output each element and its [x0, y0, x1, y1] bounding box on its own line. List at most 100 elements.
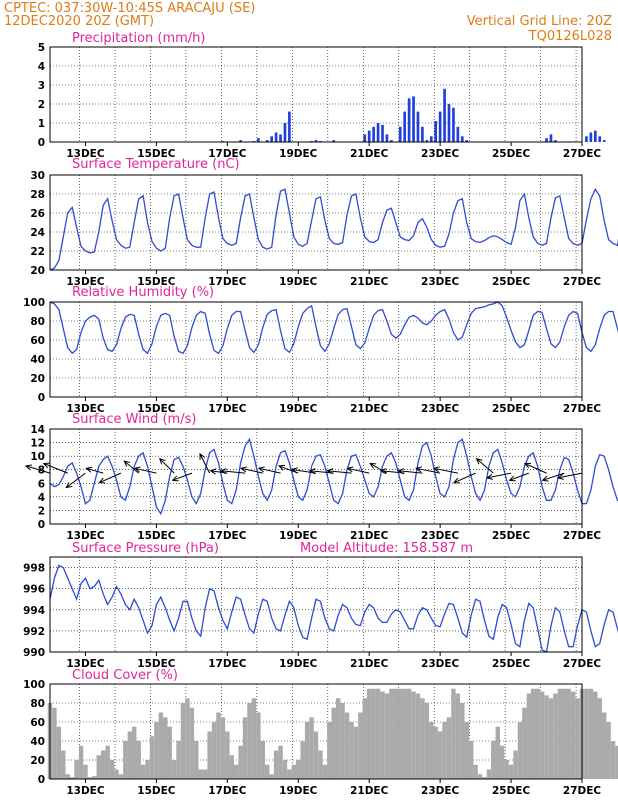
- cloud-bar: [380, 691, 385, 779]
- wind-arrow: [257, 466, 281, 474]
- y-tick-label: 0: [38, 392, 45, 404]
- wind-arrow: [171, 472, 193, 482]
- cloud-bar: [318, 750, 323, 779]
- cloud-bar: [313, 731, 319, 779]
- pressure-subtitle: Model Altitude: 158.587 m: [300, 541, 473, 556]
- cloud-bar: [100, 750, 106, 779]
- precip-bar: [314, 140, 318, 142]
- x-tick-label: 13DEC: [66, 530, 105, 542]
- panel-frame: [49, 46, 583, 143]
- wind-arrow: [397, 468, 423, 475]
- rh-title: Relative Humidity (%): [72, 285, 214, 300]
- precip-bar: [270, 136, 273, 142]
- x-tick-label: 19DEC: [279, 785, 318, 797]
- x-tick-label: 23DEC: [421, 276, 460, 288]
- cloud-bar: [601, 712, 607, 779]
- panel-rh: 0 20 40 60 80 100 13DEC 15DEC 17DEC 19DEC 21DEC 23D…: [23, 285, 618, 415]
- cloud-bar: [349, 722, 354, 779]
- cloud-bar: [233, 764, 239, 779]
- cloud-bar: [273, 750, 279, 779]
- y-tick-label: 4: [38, 492, 45, 504]
- precip-bar: [456, 126, 460, 142]
- precip-bar: [367, 130, 371, 142]
- x-tick-label: 17DEC: [208, 403, 247, 415]
- y-tick-label: 22: [30, 246, 45, 258]
- cloud-bar: [460, 703, 465, 779]
- cloud-bar: [189, 707, 195, 779]
- x-tick-label: 19DEC: [279, 658, 318, 670]
- cloud-bar: [132, 726, 137, 779]
- wind-arrow: [98, 472, 122, 484]
- wind-arrow: [556, 472, 583, 480]
- cloud-bar: [247, 703, 252, 779]
- precip-bar: [398, 126, 402, 142]
- cloud-bar: [260, 741, 266, 779]
- cloud-bar: [114, 769, 119, 779]
- cloud-bar: [140, 764, 146, 779]
- precip-bar: [288, 111, 291, 142]
- x-tick-label: 13DEC: [66, 658, 105, 670]
- y-tick-label: 60: [30, 335, 45, 347]
- y-tick-label: 100: [23, 679, 45, 691]
- x-tick-label: 25DEC: [492, 148, 531, 160]
- y-tick-label: 40: [30, 736, 45, 748]
- precip-bar: [602, 140, 606, 142]
- x-tick-label: 13DEC: [66, 403, 105, 415]
- pressure-title: Surface Pressure (hPa): [72, 541, 219, 556]
- x-tick-label: 15DEC: [137, 276, 176, 288]
- header-date: 12DEC2020 20Z (GMT): [4, 14, 154, 29]
- cloud-bar: [508, 764, 514, 779]
- panel-cloud: 0 20 40 60 80 100 13DEC 15DEC 17DEC 19DEC 21DEC 23D…: [23, 668, 618, 797]
- cloud-bar: [606, 722, 611, 779]
- cloud-bar: [229, 755, 234, 779]
- cloud-bar: [278, 745, 283, 779]
- cloud-bar: [300, 741, 305, 779]
- cloud-bar: [446, 717, 452, 779]
- cloud-bar: [242, 717, 248, 779]
- cloud-bar: [83, 764, 88, 779]
- y-tick-label: 6: [38, 478, 45, 490]
- y-tick-label: 100: [23, 297, 45, 309]
- x-tick-label: 25DEC: [492, 403, 531, 415]
- wind-arrow: [240, 466, 263, 474]
- cloud-bar: [468, 741, 474, 779]
- x-tick-label: 21DEC: [350, 148, 389, 160]
- x-tick-label: 27DEC: [563, 658, 602, 670]
- cloud-bar: [180, 703, 186, 779]
- cloud-bar: [482, 777, 487, 779]
- cloud-bar: [513, 750, 518, 779]
- cloud-bar: [327, 722, 332, 779]
- temp-series-line: [49, 187, 618, 271]
- precip-bar: [465, 140, 469, 142]
- x-tick-label: 27DEC: [563, 403, 602, 415]
- y-tick-label: 990: [23, 647, 45, 659]
- precip-bar: [407, 98, 411, 142]
- cloud-bar: [553, 693, 558, 779]
- rh-series-line: [49, 301, 618, 355]
- y-tick-label: 40: [30, 354, 45, 366]
- y-tick-label: 996: [23, 584, 45, 596]
- cloud-bar: [526, 693, 532, 779]
- cloud-bar: [87, 777, 93, 779]
- y-tick-label: 80: [30, 316, 45, 328]
- x-tick-label: 25DEC: [492, 785, 531, 797]
- y-tick-label: 24: [30, 227, 45, 239]
- cloud-bar: [198, 769, 203, 779]
- cloud-bar: [544, 695, 549, 779]
- x-tick-label: 21DEC: [350, 658, 389, 670]
- y-tick-label: 4: [38, 61, 45, 73]
- wind-arrow: [199, 452, 211, 474]
- cloud-bar: [238, 745, 243, 779]
- cloud-bar: [562, 688, 567, 779]
- wind-arrow: [452, 472, 476, 484]
- cloud-bar: [74, 760, 79, 779]
- x-tick-label: 21DEC: [350, 276, 389, 288]
- x-tick-label: 23DEC: [421, 148, 460, 160]
- x-tick-label: 17DEC: [208, 148, 247, 160]
- wind-arrow: [346, 466, 370, 474]
- wind-arrow: [24, 464, 51, 474]
- precip-bar: [412, 96, 415, 142]
- cloud-bar: [154, 722, 159, 779]
- x-tick-label: 27DEC: [563, 148, 602, 160]
